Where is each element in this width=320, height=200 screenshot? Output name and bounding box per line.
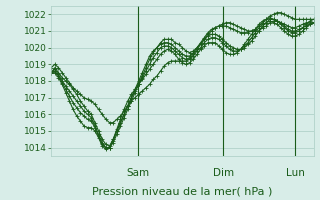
Text: Sam: Sam [126, 168, 149, 178]
Text: Lun: Lun [286, 168, 305, 178]
Text: Pression niveau de la mer( hPa ): Pression niveau de la mer( hPa ) [92, 186, 273, 196]
Text: Dim: Dim [212, 168, 234, 178]
